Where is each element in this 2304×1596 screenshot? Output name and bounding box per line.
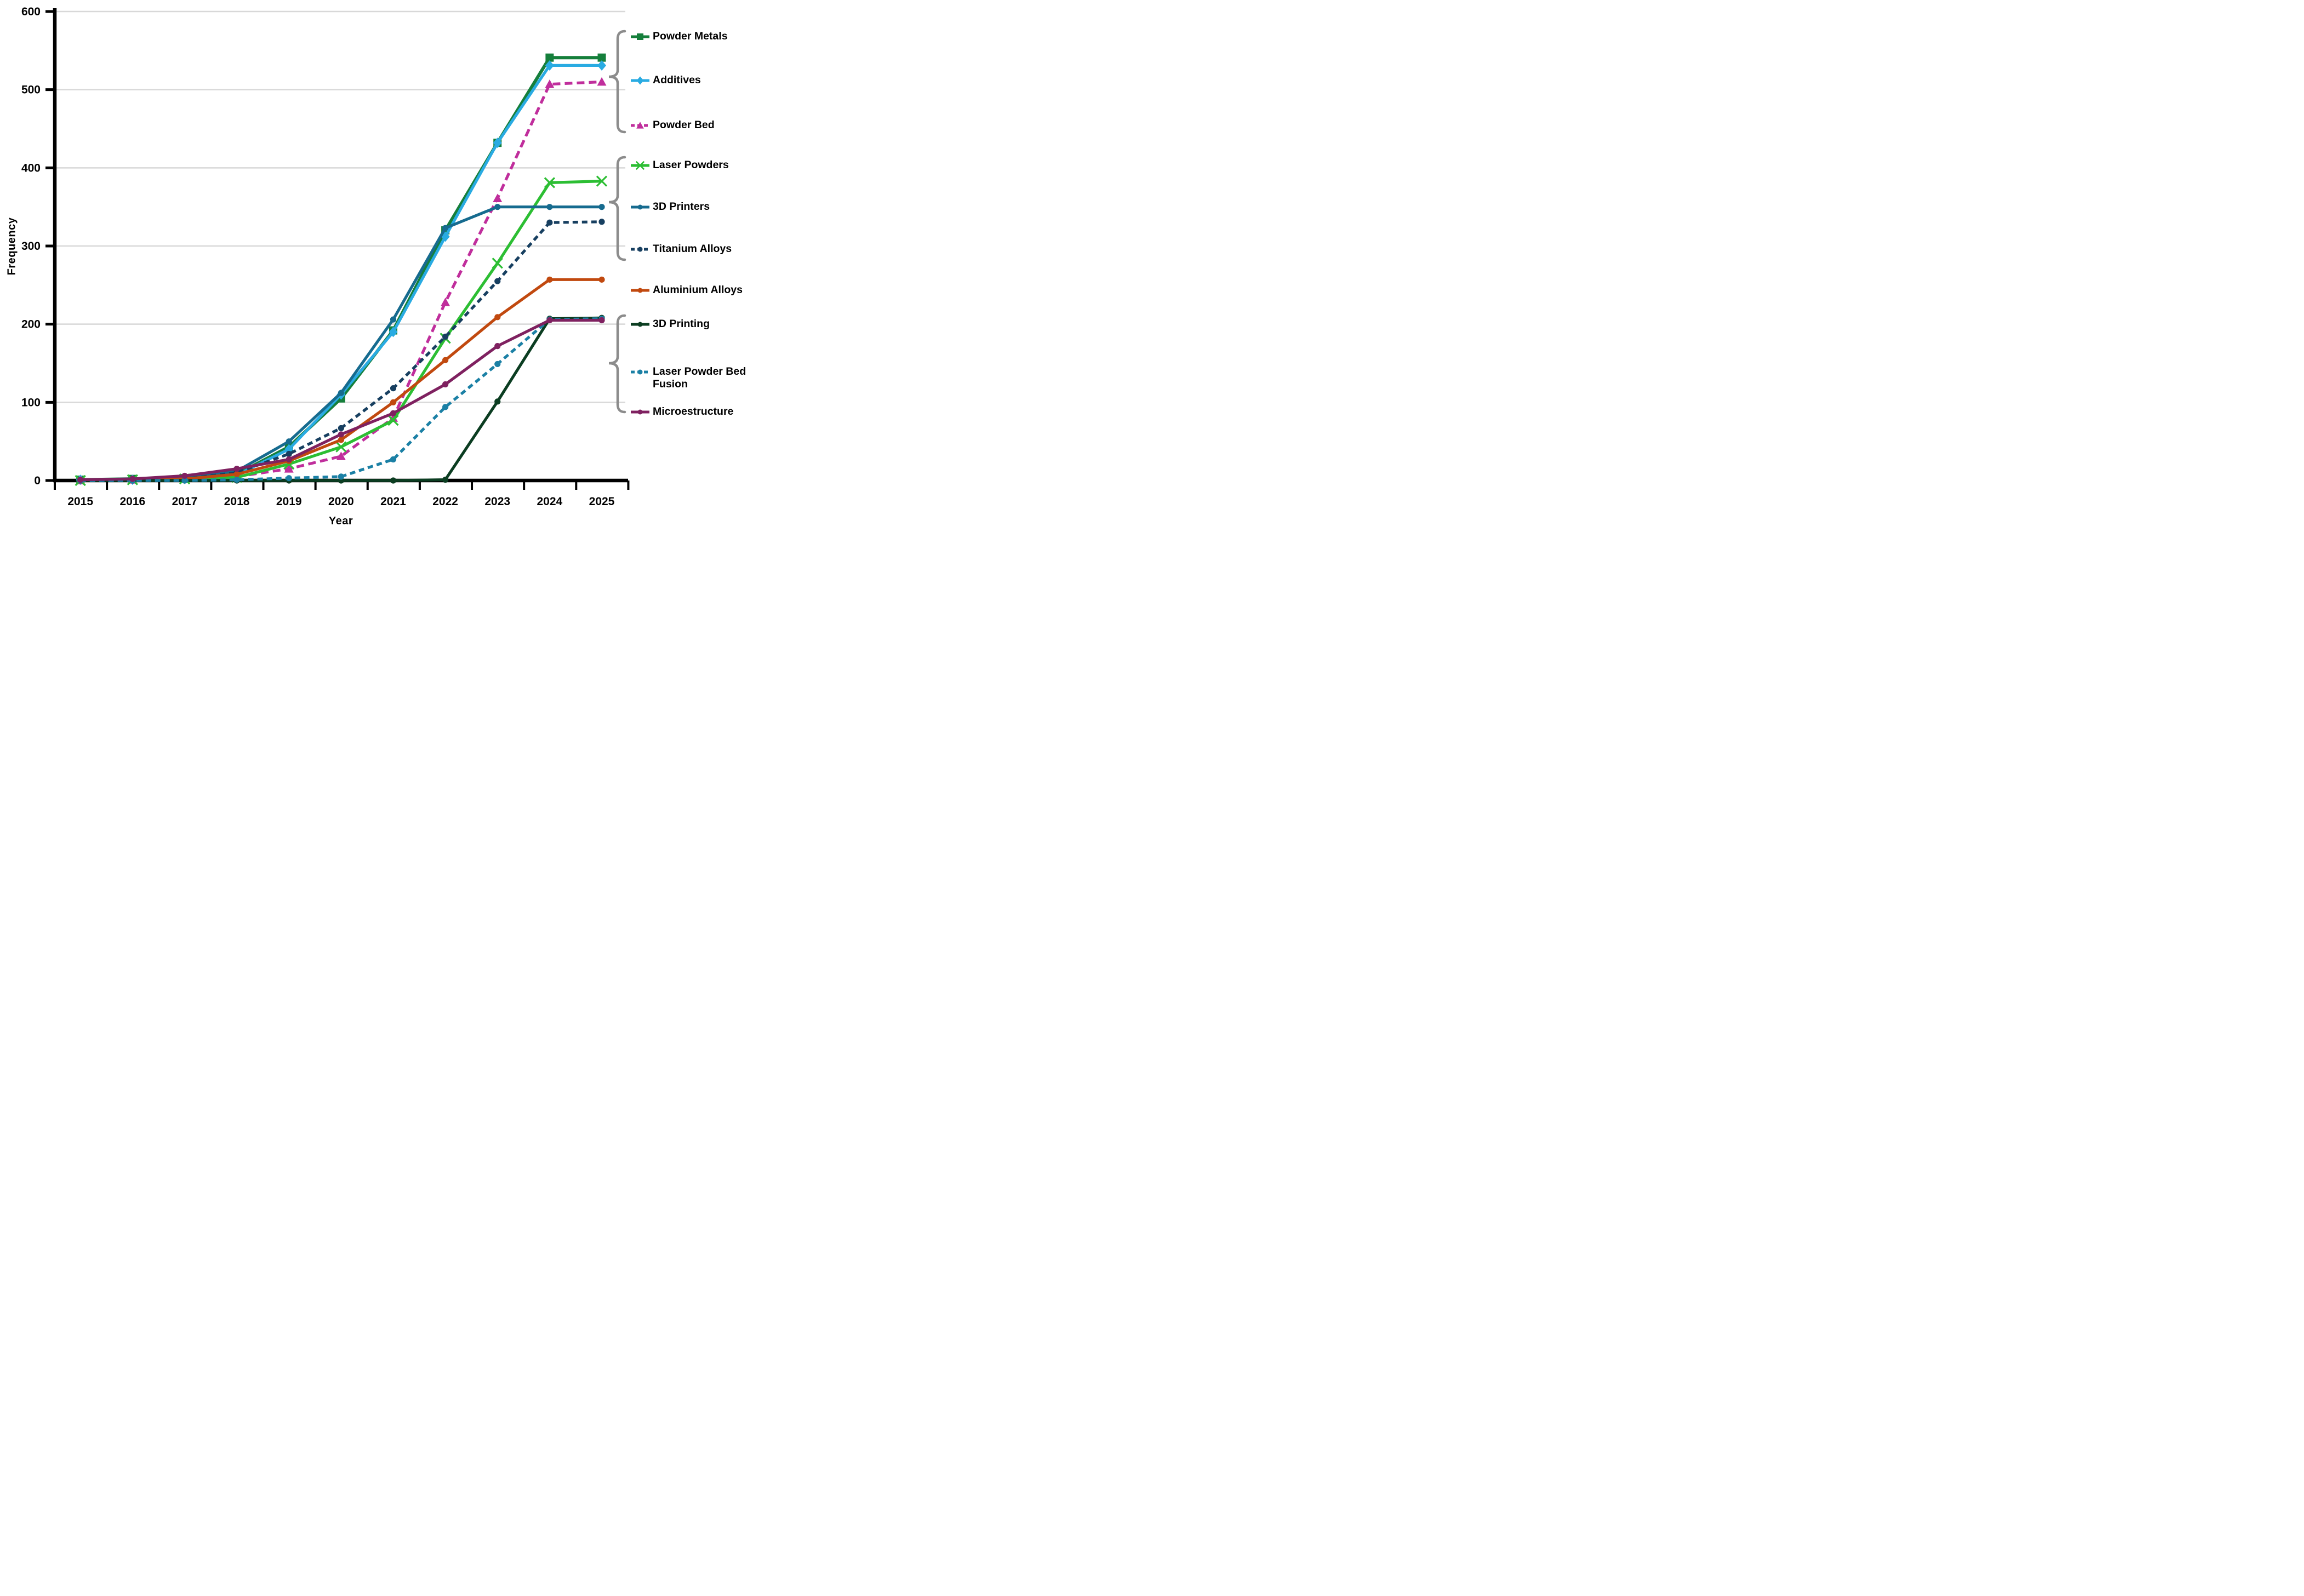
y-tick-label-0: 0 [34,474,41,487]
x-axis-title: Year [328,515,353,527]
series-powder-bed [76,77,607,484]
x-tick-label-2020: 2020 [328,495,354,508]
x-tick-label-2024: 2024 [537,495,563,508]
x-tick-label-2025: 2025 [589,495,615,508]
x-tick-label-2022: 2022 [432,495,458,508]
y-tick-label-500: 500 [21,84,41,96]
y-tick-label-100: 100 [21,396,41,409]
series-line-powder-metals [80,56,602,482]
series-line-laser-powder-bed-fusion [80,317,602,482]
line-chart-figure: 0 100 200 300 400 500 600 2015 2016 2017 2018 2019 2… [0,0,768,532]
y-tick-label-200: 200 [21,318,41,331]
series-laser-powder-bed-fusion [77,316,605,484]
series-line-powder-bed [80,80,602,482]
chart-canvas: 0 100 200 300 400 500 600 2015 2016 2017 2018 2019 2… [21,5,630,508]
y-tick-label-400: 400 [21,162,41,174]
x-tick-label-2019: 2019 [276,495,302,508]
x-tick-label-2021: 2021 [380,495,406,508]
legend-group-brace-3 [608,314,626,414]
x-tick-label-2017: 2017 [172,495,198,508]
legend-group-brace-2 [608,156,626,261]
y-axis-title: Frequency [5,217,18,276]
series-line-additives [80,64,602,482]
x-tick-label-2016: 2016 [119,495,145,508]
series-powder-metals [76,53,606,484]
y-tick-label-300: 300 [21,240,41,253]
x-tick-label-2018: 2018 [224,495,250,508]
y-tick-label-600: 600 [21,5,41,18]
series-microestructure [77,317,605,483]
series-titanium-alloys [77,219,605,484]
series-line-aluminium-alloys [80,278,602,482]
series-additives [76,60,606,485]
x-tick-label-2023: 2023 [484,495,510,508]
legend-group-brace-1 [608,30,626,134]
x-tick-label-2015: 2015 [67,495,93,508]
